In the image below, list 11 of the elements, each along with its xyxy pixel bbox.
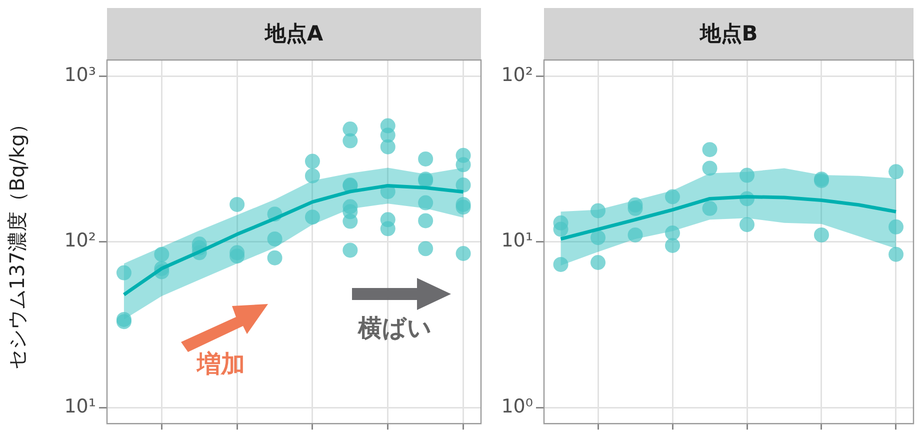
annotation: 増加 <box>197 350 245 378</box>
y-axis-title: セシウム137濃度（Bq/kg） <box>5 114 30 370</box>
annotation: 横ばい <box>358 314 432 342</box>
y-tick-label: 10¹ <box>64 395 96 418</box>
y-tick-label: 10² <box>501 64 533 86</box>
chart-title: 地点A <box>264 21 324 46</box>
y-tick-label: 10¹ <box>501 230 533 252</box>
y-tick-label: 10² <box>64 230 96 252</box>
chart-title: 地点B <box>698 21 758 46</box>
y-tick-label: 10³ <box>64 64 96 86</box>
y-tick-label: 10⁰ <box>501 395 533 418</box>
